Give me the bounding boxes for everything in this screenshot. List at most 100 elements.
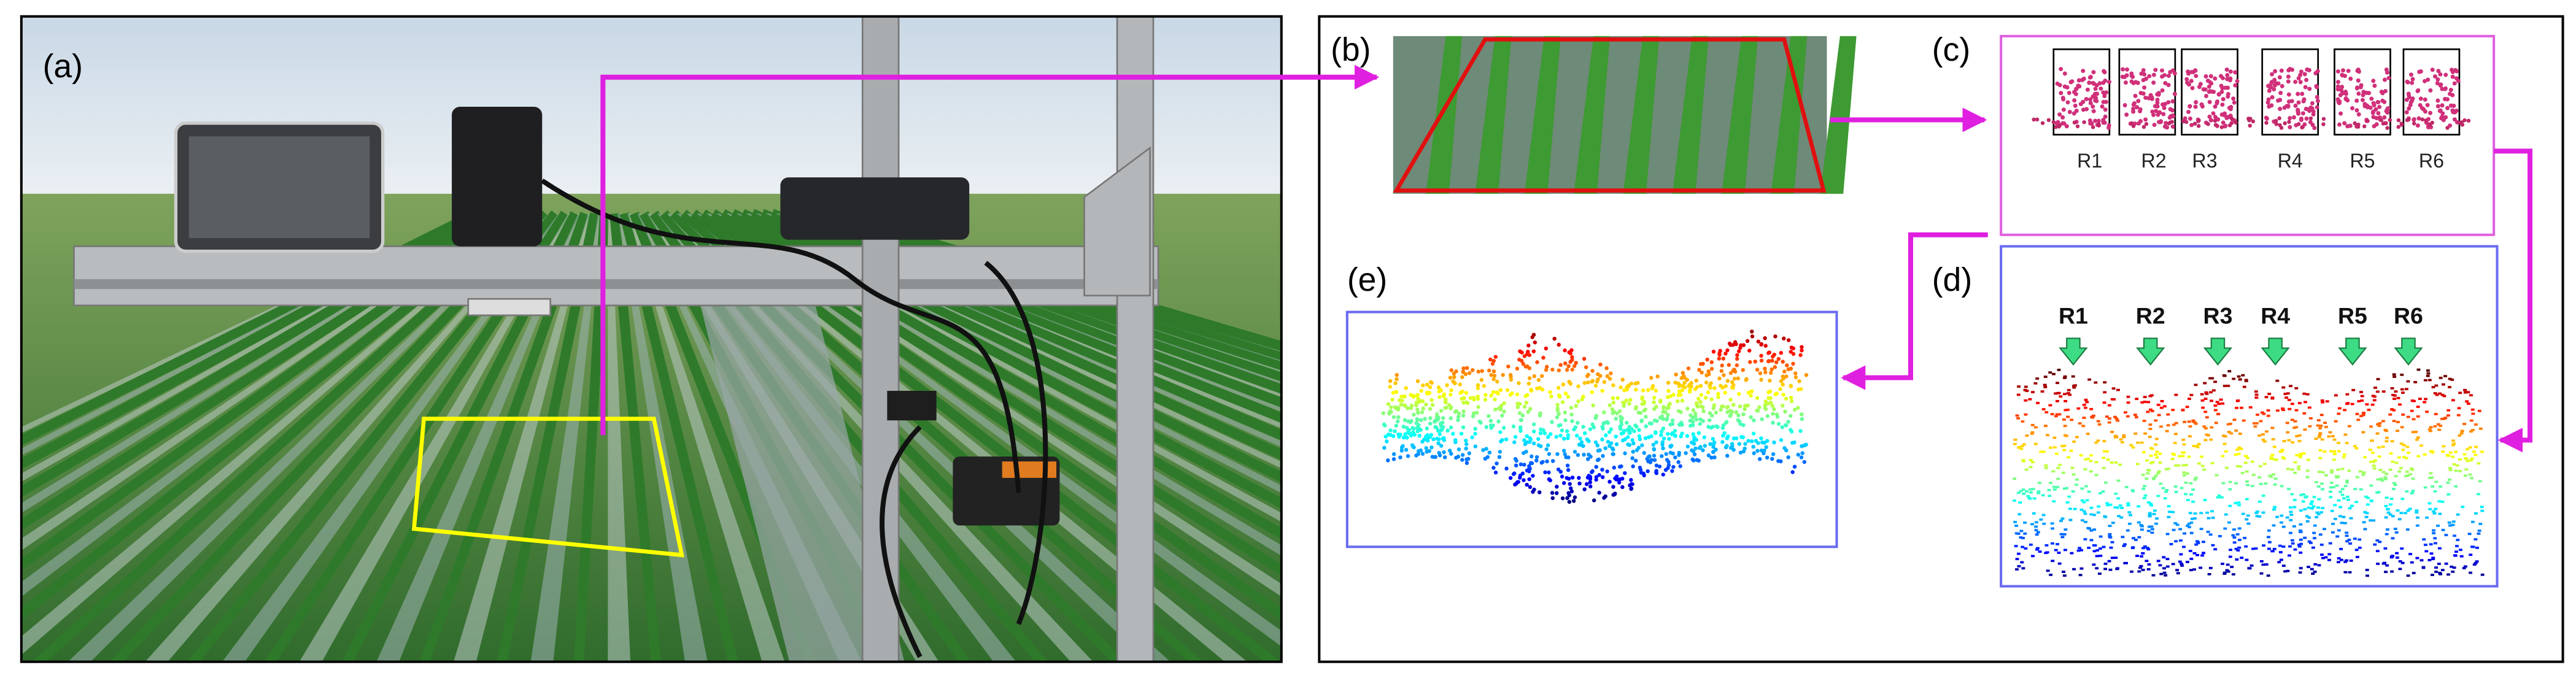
point xyxy=(2043,425,2048,428)
point xyxy=(2448,478,2451,481)
row-label: R3 xyxy=(2192,150,2218,172)
point xyxy=(2308,417,2313,420)
point xyxy=(2032,512,2036,515)
point xyxy=(2232,377,2236,380)
point xyxy=(2410,399,2415,402)
point xyxy=(2146,472,2150,475)
point xyxy=(1598,448,1602,453)
point xyxy=(1607,430,1612,434)
point xyxy=(1405,436,1409,440)
point xyxy=(2310,568,2314,571)
point xyxy=(2433,425,2437,428)
point xyxy=(1577,481,1582,486)
point xyxy=(1385,439,1389,444)
point xyxy=(1576,399,1580,404)
point xyxy=(1741,367,1745,372)
point xyxy=(1429,398,1434,402)
point xyxy=(2432,74,2437,79)
point xyxy=(2132,537,2135,540)
point xyxy=(2219,74,2224,79)
point xyxy=(2208,74,2213,79)
point xyxy=(2291,542,2295,545)
point xyxy=(1772,352,1777,357)
point xyxy=(2343,90,2348,95)
point xyxy=(1629,426,1634,431)
point xyxy=(2055,81,2060,86)
point xyxy=(2063,393,2067,396)
point xyxy=(2383,547,2388,550)
point xyxy=(1770,358,1774,363)
point xyxy=(2202,541,2205,544)
point xyxy=(2213,380,2218,383)
point xyxy=(2335,535,2340,538)
point xyxy=(2184,464,2188,466)
point xyxy=(2348,542,2353,545)
point xyxy=(2203,74,2208,79)
point xyxy=(1425,390,1429,395)
point xyxy=(2073,507,2077,510)
point xyxy=(2192,568,2197,571)
point xyxy=(1759,377,1763,382)
point xyxy=(2201,406,2205,409)
point xyxy=(2440,87,2445,91)
point xyxy=(1691,408,1696,412)
point xyxy=(2386,75,2391,80)
point xyxy=(1439,409,1444,413)
point xyxy=(2213,76,2218,81)
point xyxy=(2055,452,2059,455)
point xyxy=(2319,425,2323,427)
point xyxy=(2089,407,2094,410)
point xyxy=(2416,88,2421,93)
point xyxy=(2054,415,2058,418)
point xyxy=(2430,476,2434,479)
point xyxy=(1567,380,1571,384)
point xyxy=(1600,425,1604,429)
point xyxy=(2142,451,2146,454)
point xyxy=(2148,423,2152,426)
point xyxy=(2056,543,2059,545)
point xyxy=(2313,71,2318,75)
point xyxy=(2436,525,2440,527)
point xyxy=(2310,123,2315,127)
point xyxy=(2175,569,2180,572)
point xyxy=(2420,117,2425,121)
point xyxy=(2340,488,2345,491)
point xyxy=(2358,470,2362,473)
row-arrow xyxy=(2059,337,2088,366)
point xyxy=(2183,420,2187,423)
point xyxy=(1626,435,1630,439)
point xyxy=(2073,384,2077,387)
point xyxy=(1732,377,1737,381)
point xyxy=(2360,98,2365,102)
point xyxy=(1414,400,1419,405)
rice-row xyxy=(1820,36,1857,194)
point xyxy=(1584,365,1588,369)
point xyxy=(1531,422,1536,426)
point xyxy=(2338,506,2343,509)
point xyxy=(2354,548,2359,552)
point xyxy=(2228,69,2233,74)
point xyxy=(2450,69,2455,74)
point xyxy=(1495,379,1499,384)
point xyxy=(2131,124,2136,128)
point xyxy=(2438,392,2442,395)
point xyxy=(2227,521,2231,524)
point xyxy=(2220,102,2225,107)
point xyxy=(1451,431,1455,436)
point xyxy=(2381,121,2386,126)
point xyxy=(2392,420,2396,423)
point xyxy=(2251,119,2256,124)
point xyxy=(2267,393,2272,395)
point xyxy=(2396,118,2401,123)
point xyxy=(2103,391,2107,394)
point xyxy=(1660,442,1665,447)
point xyxy=(2380,479,2385,482)
point xyxy=(2156,560,2160,563)
point xyxy=(2302,122,2307,127)
point xyxy=(2237,501,2241,504)
point xyxy=(1436,441,1441,445)
point xyxy=(1518,426,1523,431)
point xyxy=(1790,470,1795,474)
point xyxy=(2400,388,2404,391)
point xyxy=(1638,467,1643,472)
